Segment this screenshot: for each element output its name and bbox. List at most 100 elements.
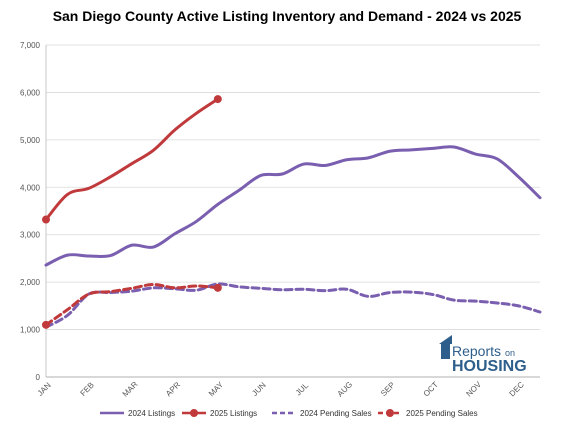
data-point-2025-listings	[152, 149, 155, 152]
data-point-2024-pending-sales	[539, 311, 542, 314]
data-point-2024-listings	[216, 203, 219, 206]
y-tick-label: 7,000	[20, 41, 41, 50]
data-point-2024-listings	[259, 174, 262, 177]
data-point-2025-pending-sales	[87, 293, 90, 296]
data-point-2024-listings	[173, 232, 176, 235]
data-point-2024-pending-sales	[453, 299, 456, 302]
y-tick-label: 5,000	[20, 136, 41, 145]
series-line-2025-pending-sales	[44, 283, 220, 327]
series-lines	[42, 95, 542, 329]
y-tick-label: 6,000	[20, 88, 41, 97]
legend-marker-2025-pending-sales	[386, 409, 394, 417]
legend-marker-2025-listings	[190, 409, 198, 417]
y-tick-label: 0	[36, 373, 41, 382]
y-tick-label: 4,000	[20, 183, 41, 192]
data-point-2024-pending-sales	[517, 304, 520, 307]
data-point-2024-listings	[66, 254, 69, 257]
data-point-2025-listings	[87, 187, 90, 190]
data-point-2024-pending-sales	[238, 285, 241, 288]
x-tick-label: DEC	[508, 380, 526, 398]
logo-roof-mark	[439, 335, 452, 344]
data-point-2024-listings	[87, 255, 90, 258]
data-point-2024-listings	[195, 220, 198, 223]
data-point-2025-listings	[195, 112, 198, 115]
x-tick-label: AUG	[336, 380, 355, 399]
series-line-2024-pending-sales	[44, 282, 542, 329]
data-point-2025-pending-sales	[130, 287, 133, 290]
data-point-2024-listings	[109, 254, 112, 257]
data-point-2024-listings	[474, 153, 477, 156]
data-point-2025-pending-sales	[213, 283, 222, 292]
data-point-2024-pending-sales	[431, 293, 434, 296]
data-point-2025-pending-sales	[66, 308, 69, 311]
logo-reports-text: Reports	[452, 343, 501, 359]
data-point-2024-pending-sales	[388, 291, 391, 294]
data-point-2025-listings	[173, 128, 176, 131]
y-tick-label: 3,000	[20, 231, 41, 240]
data-point-2024-pending-sales	[367, 295, 370, 298]
x-tick-label: NOV	[464, 379, 483, 398]
data-point-2025-listings	[213, 95, 222, 104]
data-point-2024-listings	[453, 145, 456, 148]
data-point-2024-listings	[410, 148, 413, 151]
data-point-2025-pending-sales	[173, 286, 176, 289]
data-point-2024-pending-sales	[496, 302, 499, 305]
data-point-2024-pending-sales	[474, 300, 477, 303]
x-tick-label: JUL	[294, 381, 311, 398]
data-point-2024-listings	[45, 264, 48, 267]
x-tick-label: SEP	[379, 380, 397, 398]
data-point-2025-listings	[66, 193, 69, 196]
data-point-2024-listings	[388, 150, 391, 153]
x-axis-ticks: JAN FEB MAR APR MAY JUN JUL AUG SEP OCT NOV DEC	[36, 379, 526, 398]
series-line-2024-listings	[44, 145, 542, 267]
legend-label-2024-pending-sales: 2024 Pending Sales	[300, 409, 372, 418]
data-point-2024-listings	[130, 244, 133, 247]
data-point-2024-listings	[496, 157, 499, 160]
data-point-2024-pending-sales	[152, 286, 155, 289]
data-point-2025-listings	[109, 175, 112, 178]
legend-label-2025-listings: 2025 Listings	[210, 409, 257, 418]
x-tick-label: JAN	[36, 381, 53, 398]
data-point-2024-listings	[539, 196, 542, 199]
data-point-2024-listings	[281, 173, 284, 176]
chart-legend: 2024 Listings 2025 Listings 2024 Pending S…	[100, 409, 478, 418]
grid-lines	[45, 44, 540, 378]
y-axis-ticks: 0 1,000 2,000 3,000 4,000 5,000 6,000 7,000	[20, 41, 41, 382]
logo-house-mark	[441, 343, 450, 359]
x-tick-label: MAY	[207, 380, 226, 399]
data-point-2024-listings	[302, 163, 305, 166]
data-point-2025-pending-sales	[109, 290, 112, 293]
data-point-2025-listings	[130, 162, 133, 165]
data-point-2025-pending-sales	[42, 320, 50, 329]
data-point-2024-pending-sales	[410, 291, 413, 294]
data-point-2024-listings	[431, 147, 434, 150]
data-point-2025-pending-sales	[195, 284, 198, 287]
plot-area	[46, 45, 540, 377]
data-point-2024-listings	[152, 246, 155, 249]
data-point-2024-listings	[517, 175, 520, 178]
data-point-2024-listings	[367, 156, 370, 159]
data-point-2024-pending-sales	[302, 288, 305, 291]
series-line-2025-listings	[44, 97, 220, 222]
reports-on-housing-logo: Reports on HOUSING	[439, 335, 527, 375]
legend-label-2025-pending-sales: 2025 Pending Sales	[406, 409, 478, 418]
x-tick-label: OCT	[422, 380, 440, 398]
data-point-2024-pending-sales	[66, 314, 69, 317]
logo-on-text: on	[505, 348, 515, 358]
x-tick-label: JUN	[250, 380, 268, 398]
data-point-2024-listings	[345, 158, 348, 161]
data-point-2024-pending-sales	[130, 290, 133, 293]
data-point-2024-pending-sales	[345, 288, 348, 291]
data-point-2024-listings	[238, 189, 241, 192]
y-tick-label: 2,000	[20, 278, 41, 287]
data-point-2024-listings	[324, 164, 327, 167]
x-tick-label: FEB	[79, 381, 96, 398]
data-point-2024-pending-sales	[281, 288, 284, 291]
x-tick-label: APR	[164, 380, 182, 398]
chart-title: San Diego County Active Listing Inventor…	[52, 8, 522, 24]
data-point-2024-pending-sales	[324, 289, 327, 292]
data-point-2025-pending-sales	[152, 283, 155, 286]
logo-housing-text: HOUSING	[452, 358, 527, 375]
